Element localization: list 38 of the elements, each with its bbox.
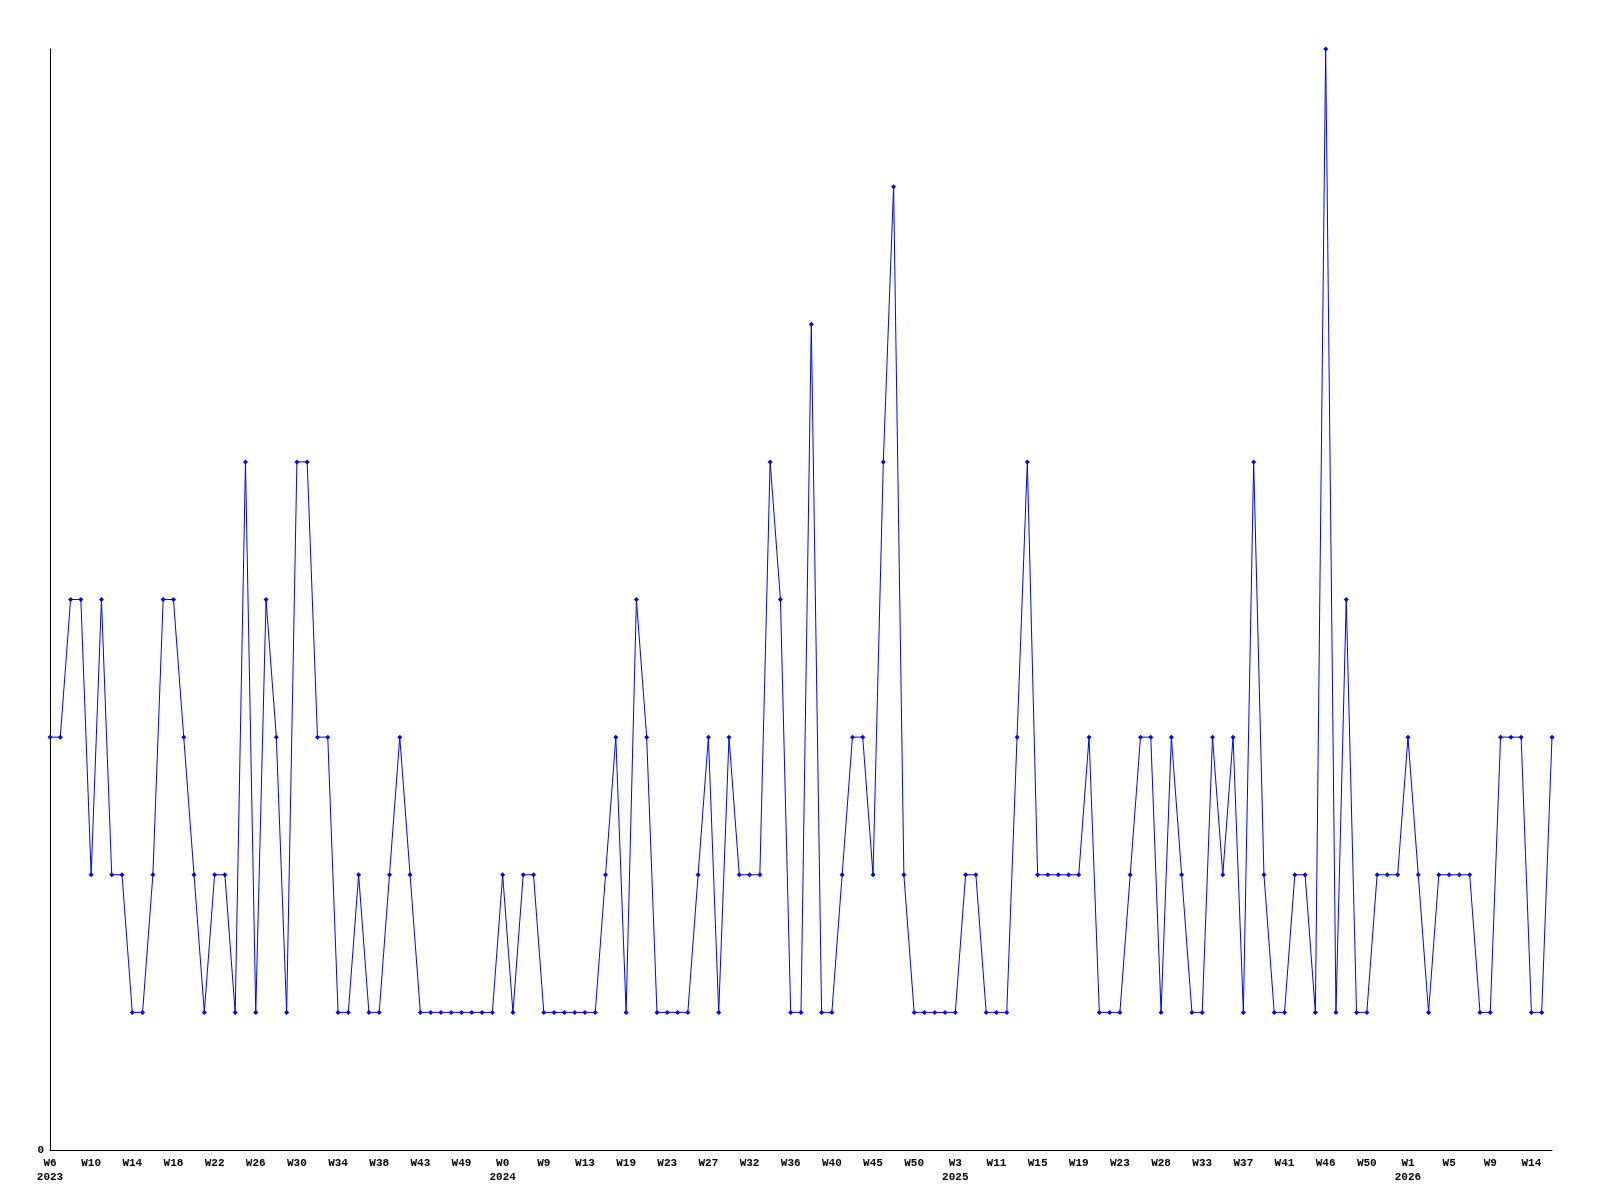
- x-tick-label: W6 2023: [36, 1157, 64, 1183]
- x-tick-label: W23: [657, 1157, 678, 1169]
- x-tick-label: W13: [575, 1157, 596, 1169]
- x-tick-label: W50: [1356, 1157, 1377, 1169]
- x-tick-label: W3 2025: [942, 1157, 969, 1183]
- x-tick-label: W0 2024: [489, 1157, 517, 1183]
- x-tick-label: W38: [369, 1157, 390, 1169]
- x-tick-label: W28: [1151, 1157, 1172, 1169]
- x-tick-label: W15: [1027, 1157, 1048, 1169]
- x-tick-label: W18: [163, 1157, 184, 1169]
- x-tick-label: W33: [1192, 1157, 1213, 1169]
- x-tick-label: W32: [739, 1157, 760, 1169]
- x-tick-label: W26: [245, 1157, 266, 1169]
- x-tick-label: W50: [904, 1157, 925, 1169]
- x-tick-label: W27: [698, 1157, 719, 1169]
- x-tick-label: W49: [451, 1157, 472, 1169]
- x-tick-label: W11: [986, 1157, 1007, 1169]
- text: 0: [37, 1143, 44, 1156]
- x-tick-label: W40: [821, 1157, 842, 1169]
- x-tick-label: W46: [1315, 1157, 1336, 1169]
- x-tick-label: W41: [1274, 1157, 1295, 1169]
- x-tick-label: W1 2026: [1394, 1157, 1422, 1183]
- x-tick-label: W14: [122, 1157, 143, 1169]
- x-tick-label: W30: [287, 1157, 307, 1169]
- x-tick-label: W19: [1068, 1157, 1089, 1169]
- x-tick-label: W22: [204, 1157, 225, 1169]
- x-tick-label: W14: [1521, 1157, 1542, 1169]
- x-tick-label: W9: [1483, 1157, 1497, 1169]
- x-tick-label: W10: [81, 1157, 102, 1169]
- x-tick-label: W45: [863, 1157, 884, 1169]
- x-tick-label: W5: [1442, 1157, 1457, 1169]
- x-tick-label: W23: [1110, 1157, 1131, 1169]
- x-tick-label: W43: [410, 1157, 431, 1169]
- x-tick-label: W36: [780, 1157, 801, 1169]
- x-tick-label: W34: [328, 1157, 349, 1169]
- x-tick-label: W19: [616, 1157, 637, 1169]
- x-tick-label: W37: [1233, 1157, 1254, 1169]
- x-tick-label: W9: [537, 1157, 551, 1169]
